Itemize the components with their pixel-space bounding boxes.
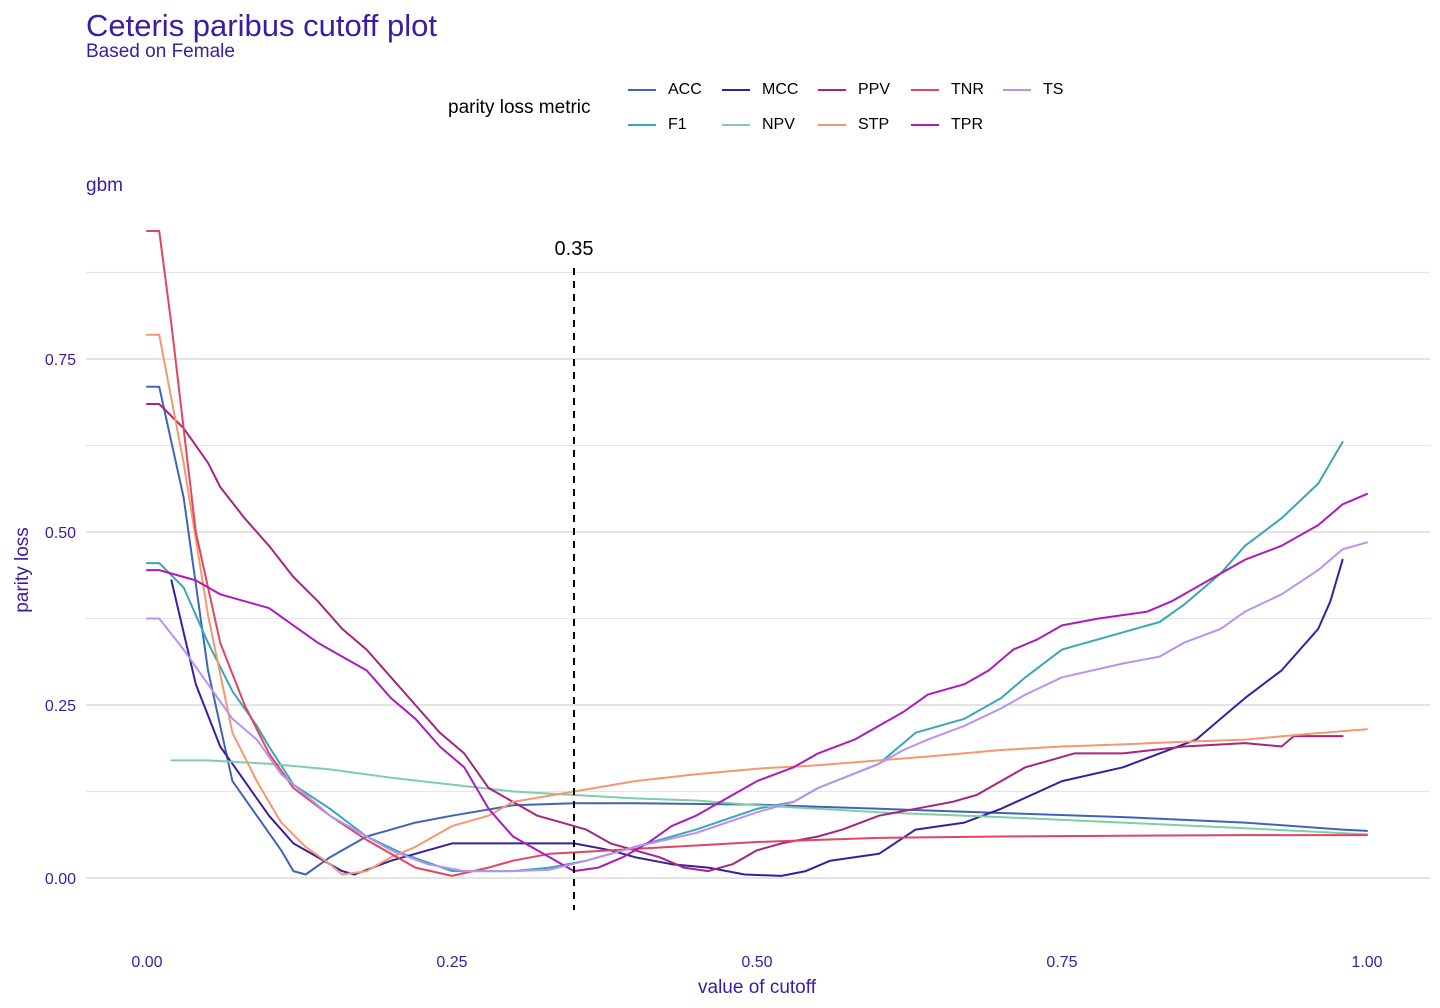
legend-swatch (911, 89, 939, 91)
chart-subtitle: Based on Female (86, 41, 235, 62)
series-line-stp (146, 333, 1368, 876)
legend-swatch (722, 89, 750, 91)
legend-label: MCC (762, 81, 799, 98)
x-axis-ticks: 0.00 0.25 0.50 0.75 1.00 (131, 954, 1382, 971)
legend-label: NPV (762, 116, 795, 133)
series-line-tnr (146, 230, 1368, 877)
gridlines (86, 271, 1430, 879)
cutoff-line-group: 0.35 (555, 238, 594, 910)
legend-swatch (722, 124, 750, 126)
legend-item-stp: STP (818, 115, 889, 135)
series-line-f1 (146, 441, 1344, 873)
series-line-ts (146, 541, 1368, 873)
facet-label: gbm (86, 175, 123, 196)
legend-label: ACC (668, 81, 702, 98)
legend-label: PPV (858, 81, 891, 98)
legend-swatch (1003, 89, 1031, 91)
y-tick-label: 0.75 (45, 352, 76, 369)
x-tick-label: 1.00 (1351, 954, 1382, 971)
x-tick-label: 0.75 (1046, 954, 1077, 971)
legend-item-acc: ACC (628, 80, 702, 100)
legend-label: TNR (951, 81, 984, 98)
series-line-acc (146, 385, 1368, 876)
legend-title: parity loss metric (448, 97, 591, 118)
series-lines (146, 230, 1368, 877)
legend-label: F1 (668, 116, 687, 133)
legend-item-ppv: PPV (818, 80, 890, 100)
legend-label: TPR (951, 116, 983, 133)
legend-label: TS (1043, 81, 1064, 98)
series-line-npv (170, 759, 1368, 836)
legend-item-tnr: TNR (911, 80, 984, 100)
legend-item-npv: NPV (722, 115, 795, 135)
y-tick-label: 0.00 (45, 871, 76, 888)
legend-item-f1: F1 (628, 115, 687, 135)
legend-label: STP (858, 116, 890, 133)
legend-item-tpr: TPR (911, 115, 983, 135)
legend-swatch (628, 124, 656, 126)
y-tick-label: 0.25 (45, 698, 76, 715)
legend-swatch (628, 89, 656, 91)
legend-swatch (818, 89, 846, 91)
cutoff-label: 0.35 (555, 238, 594, 260)
x-tick-label: 0.00 (131, 954, 162, 971)
legend-swatch (818, 124, 846, 126)
x-tick-label: 0.25 (436, 954, 467, 971)
y-axis-title: parity loss (12, 527, 33, 613)
x-tick-label: 0.50 (741, 954, 772, 971)
legend-item-mcc: MCC (722, 80, 798, 100)
legend-swatch (911, 124, 939, 126)
series-line-ppv (146, 403, 1344, 873)
series-line-mcc (170, 558, 1344, 877)
y-tick-label: 0.50 (45, 525, 76, 542)
legend-item-ts: TS (1003, 80, 1063, 100)
chart-title: Ceteris paribus cutoff plot (86, 8, 437, 43)
series-line-tpr (146, 492, 1368, 873)
y-axis-ticks: 0.00 0.25 0.50 0.75 (45, 352, 76, 888)
x-axis-title: value of cutoff (698, 977, 817, 998)
